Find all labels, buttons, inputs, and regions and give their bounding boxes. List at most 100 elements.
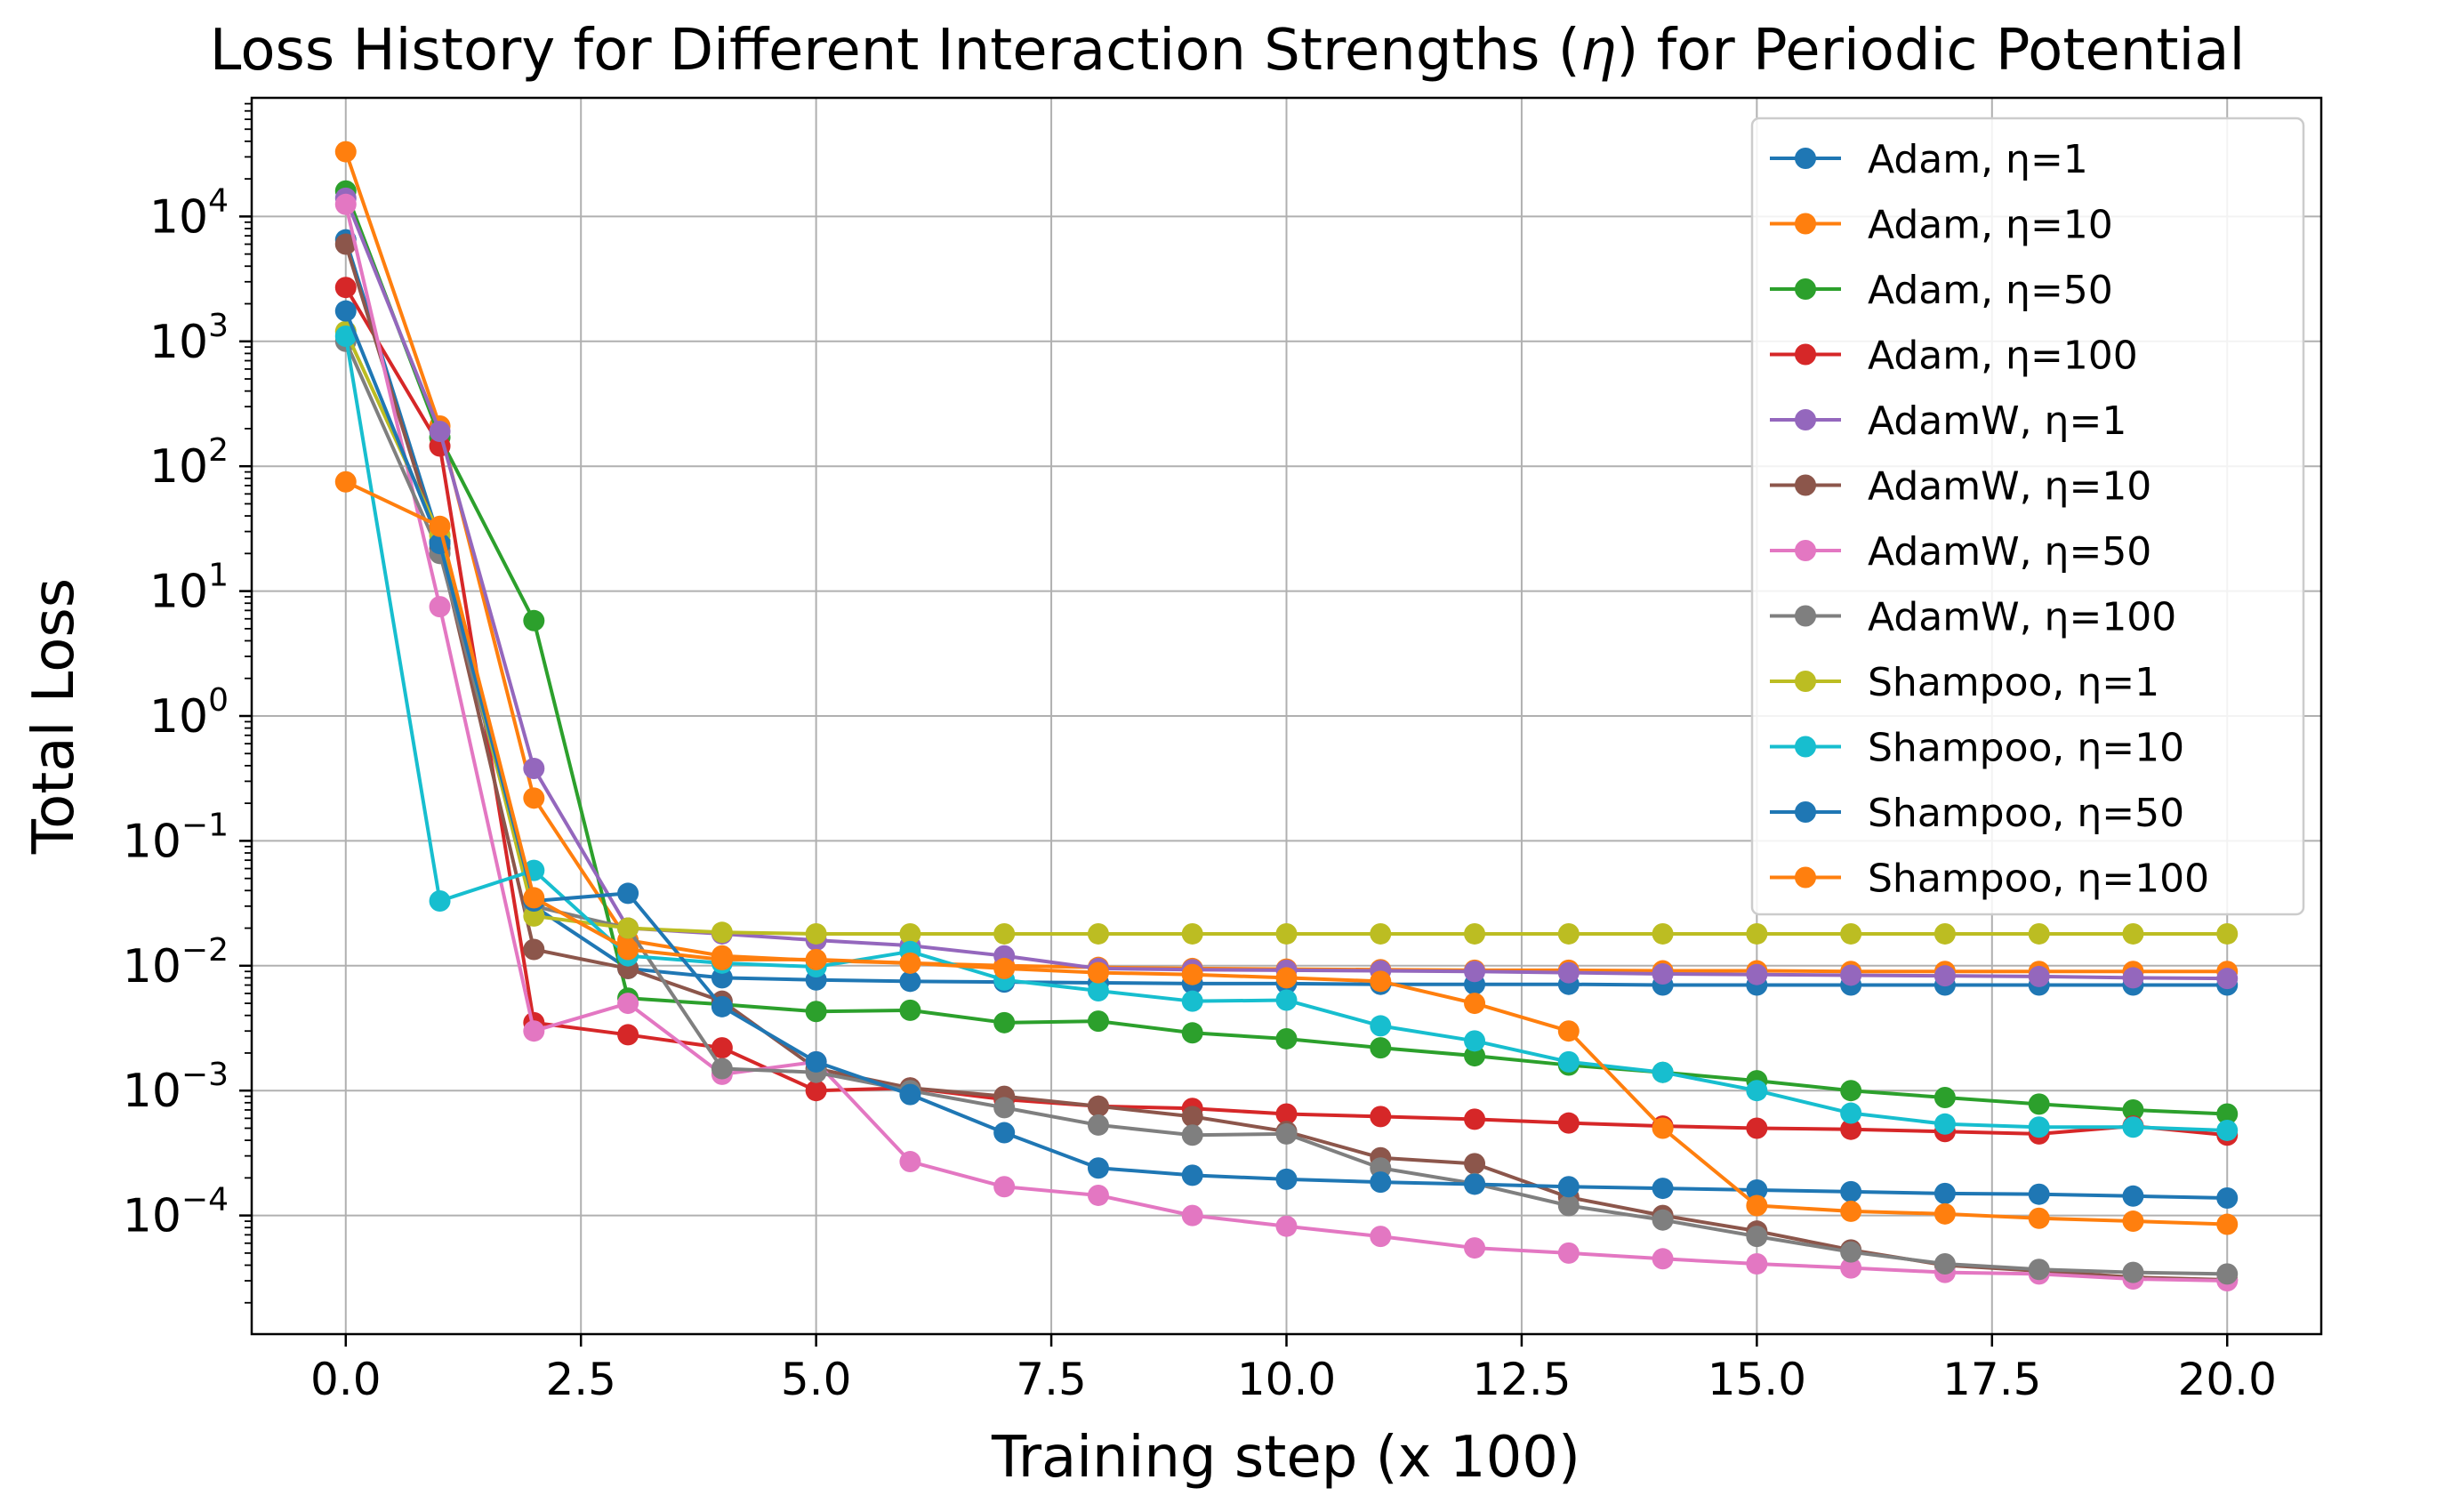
data-point	[899, 952, 921, 974]
data-point	[1840, 1118, 1862, 1140]
x-axis-label: Training step (x 100)	[991, 1425, 1580, 1491]
data-point	[1840, 1200, 1862, 1222]
data-point	[2216, 1263, 2239, 1285]
axis-ticks: 0.0 2.5 5.0 7.5 10.0 12.5 15.0 17.5 20.0 104 103 10…	[123, 102, 2277, 1405]
data-point	[1370, 970, 1392, 993]
data-point	[1933, 1113, 1956, 1135]
data-point	[1840, 964, 1862, 986]
legend-entry: Shampoo, η=50	[1770, 791, 2184, 836]
data-point	[617, 1024, 639, 1046]
data-point	[523, 787, 545, 809]
legend-label: AdamW, η=50	[1868, 529, 2151, 575]
data-point	[1275, 989, 1298, 1011]
data-point	[1652, 1209, 1674, 1231]
legend-label: Shampoo, η=10	[1868, 726, 2184, 771]
y-tick-label: 101	[149, 558, 229, 619]
data-point	[2216, 922, 2239, 945]
data-point	[1652, 1248, 1674, 1270]
data-point	[1464, 1153, 1486, 1175]
legend-marker	[1795, 671, 1816, 692]
data-point	[711, 1037, 733, 1059]
data-point	[1746, 1194, 1768, 1217]
data-point	[1275, 1103, 1298, 1125]
legend-label: Shampoo, η=100	[1868, 857, 2209, 902]
x-tick-label: 20.0	[2178, 1354, 2277, 1405]
data-point	[1275, 967, 1298, 989]
y-tick-label: 104	[149, 182, 229, 244]
legend-label: Adam, η=100	[1868, 334, 2138, 379]
data-point	[1181, 1022, 1203, 1044]
data-point	[2122, 1116, 2144, 1138]
legend-marker	[1795, 409, 1816, 430]
data-point	[805, 1080, 827, 1102]
data-point	[1087, 1010, 1109, 1033]
series-layer	[334, 141, 2239, 1292]
data-point	[2216, 1119, 2239, 1141]
data-point	[2122, 1261, 2144, 1283]
data-point	[1464, 1045, 1486, 1067]
data-point	[617, 882, 639, 905]
data-point	[1181, 990, 1203, 1012]
data-point	[1275, 1027, 1298, 1050]
legend-marker	[1795, 866, 1816, 889]
data-point	[1840, 1241, 1862, 1263]
legend-entry: Adam, η=50	[1770, 268, 2113, 313]
legend-marker	[1795, 343, 1816, 366]
x-tick-label: 10.0	[1237, 1354, 1336, 1405]
data-point	[523, 938, 545, 961]
y-tick-label: 102	[149, 432, 229, 494]
data-point	[2216, 1213, 2239, 1235]
legend-marker	[1795, 540, 1816, 561]
data-point	[334, 141, 357, 163]
data-point	[993, 1097, 1016, 1119]
data-point	[993, 1011, 1016, 1033]
data-point	[1933, 1087, 1956, 1109]
data-point	[1275, 1215, 1298, 1237]
legend-label: Adam, η=50	[1868, 268, 2113, 313]
data-point	[1840, 1180, 1862, 1202]
data-point	[1557, 1020, 1580, 1042]
data-point	[1746, 1252, 1768, 1275]
data-point	[1557, 922, 1580, 945]
legend-marker	[1795, 736, 1816, 758]
data-point	[1087, 1114, 1109, 1136]
data-point	[899, 970, 921, 993]
legend-marker	[1795, 605, 1816, 627]
legend-entry: Shampoo, η=10	[1770, 726, 2184, 771]
y-tick-label: 10−2	[123, 932, 229, 993]
data-point	[429, 515, 451, 537]
data-point	[993, 1122, 1016, 1144]
legend-entry: AdamW, η=100	[1770, 595, 2176, 640]
y-tick-label: 10−3	[123, 1057, 229, 1118]
data-point	[1464, 993, 1486, 1015]
data-point	[1087, 1095, 1109, 1117]
data-point	[899, 999, 921, 1021]
data-point	[1181, 1204, 1203, 1226]
chart-title: Loss History for Different Interaction S…	[210, 18, 2245, 84]
legend-label: Adam, η=1	[1868, 137, 2088, 182]
legend-label: AdamW, η=10	[1868, 464, 2151, 510]
y-axis-label: Total Loss	[21, 578, 87, 855]
data-point	[711, 967, 733, 989]
data-point	[1933, 1252, 1956, 1275]
data-point	[711, 948, 733, 970]
data-point	[805, 922, 827, 945]
data-point	[1933, 922, 1956, 945]
data-point	[523, 887, 545, 909]
data-point	[1557, 1112, 1580, 1134]
data-point	[2028, 1207, 2050, 1229]
data-point	[1652, 922, 1674, 945]
data-point	[1557, 1242, 1580, 1264]
x-tick-label: 17.5	[1942, 1354, 2041, 1405]
x-tick-label: 2.5	[545, 1354, 616, 1405]
data-point	[1464, 1237, 1486, 1259]
legend-entry: Shampoo, η=1	[1770, 660, 2159, 705]
data-point	[2122, 922, 2144, 945]
data-point	[523, 609, 545, 631]
legend-entry: AdamW, η=50	[1770, 529, 2151, 575]
data-point	[2028, 922, 2050, 945]
data-point	[1370, 1106, 1392, 1128]
y-tick-label: 10−4	[123, 1182, 229, 1243]
data-point	[1652, 1117, 1674, 1139]
data-point	[2122, 1210, 2144, 1233]
